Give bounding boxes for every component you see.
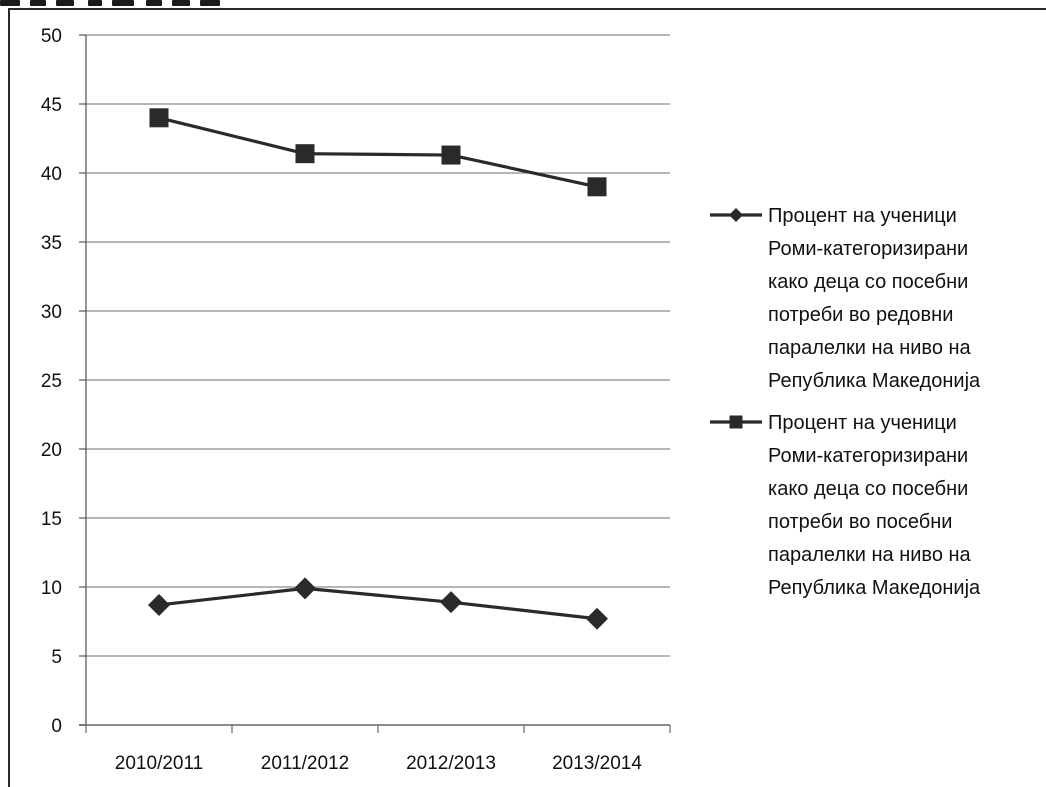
y-tick-label: 50: [41, 26, 62, 47]
data-point-square: [149, 108, 169, 128]
y-tick-label: 20: [41, 440, 62, 461]
legend-label-line: паралелки на ниво на: [768, 337, 972, 359]
x-tick-label: 2010/2011: [115, 753, 203, 774]
gridlines: [86, 34, 670, 657]
legend-entry-1: Процент на ученици Роми-категоризирани как…: [710, 205, 981, 392]
data-point-diamond: [148, 593, 170, 616]
y-tick-label: 10: [41, 578, 62, 599]
data-point-square: [587, 177, 607, 197]
y-tick-label: 25: [41, 371, 62, 392]
y-axis-ticks: 0 5 10 15 20 25 30 35 40 45 50: [41, 26, 86, 737]
y-tick-label: 45: [41, 95, 62, 116]
legend-label-line: потреби во редовни: [768, 304, 953, 326]
series-2: [149, 108, 607, 197]
series-layer: [148, 108, 608, 630]
legend-label-line: како деца со посебни: [768, 478, 968, 500]
y-tick-label: 40: [41, 164, 62, 185]
data-point-diamond: [440, 591, 462, 614]
data-point-square: [295, 144, 315, 164]
chart-frame: [8, 8, 1046, 787]
series-line: [158, 586, 598, 621]
series-line: [158, 116, 598, 189]
legend-label-line: Процент на ученици: [768, 205, 957, 227]
legend-swatch-square: [729, 415, 743, 429]
legend-label-line: Република Македонија: [768, 370, 981, 392]
cropped-heading-fragment: [0, 0, 240, 8]
x-axis-ticks: 2010/2011 2011/2012 2012/2013 2013/2014: [85, 725, 671, 774]
series-1: [148, 577, 608, 630]
legend-entry-2: Процент на ученици Роми-категоризирани как…: [710, 412, 981, 599]
legend-label-line: паралелки на ниво на: [768, 544, 972, 566]
data-point-diamond: [294, 577, 316, 600]
y-tick-label: 15: [41, 509, 62, 530]
y-tick-label: 0: [51, 716, 62, 737]
legend-label-line: како деца со посебни: [768, 271, 968, 293]
x-tick-label: 2011/2012: [261, 753, 349, 774]
y-tick-label: 30: [41, 302, 62, 323]
legend-label-line: Процент на ученици: [768, 412, 957, 434]
legend-label-line: Роми-категоризирани: [768, 238, 968, 260]
legend: Процент на ученици Роми-категоризирани как…: [710, 205, 981, 599]
legend-label-line: Роми-категоризирани: [768, 445, 968, 467]
y-tick-label: 35: [41, 233, 62, 254]
legend-swatch-diamond: [729, 208, 743, 222]
data-point-diamond: [586, 607, 608, 630]
x-tick-label: 2012/2013: [406, 753, 496, 774]
legend-label-line: Република Македонија: [768, 577, 981, 599]
data-point-square: [441, 145, 461, 165]
legend-label-line: потреби во посебни: [768, 511, 952, 533]
y-tick-label: 5: [51, 647, 62, 668]
x-tick-label: 2013/2014: [552, 753, 642, 774]
